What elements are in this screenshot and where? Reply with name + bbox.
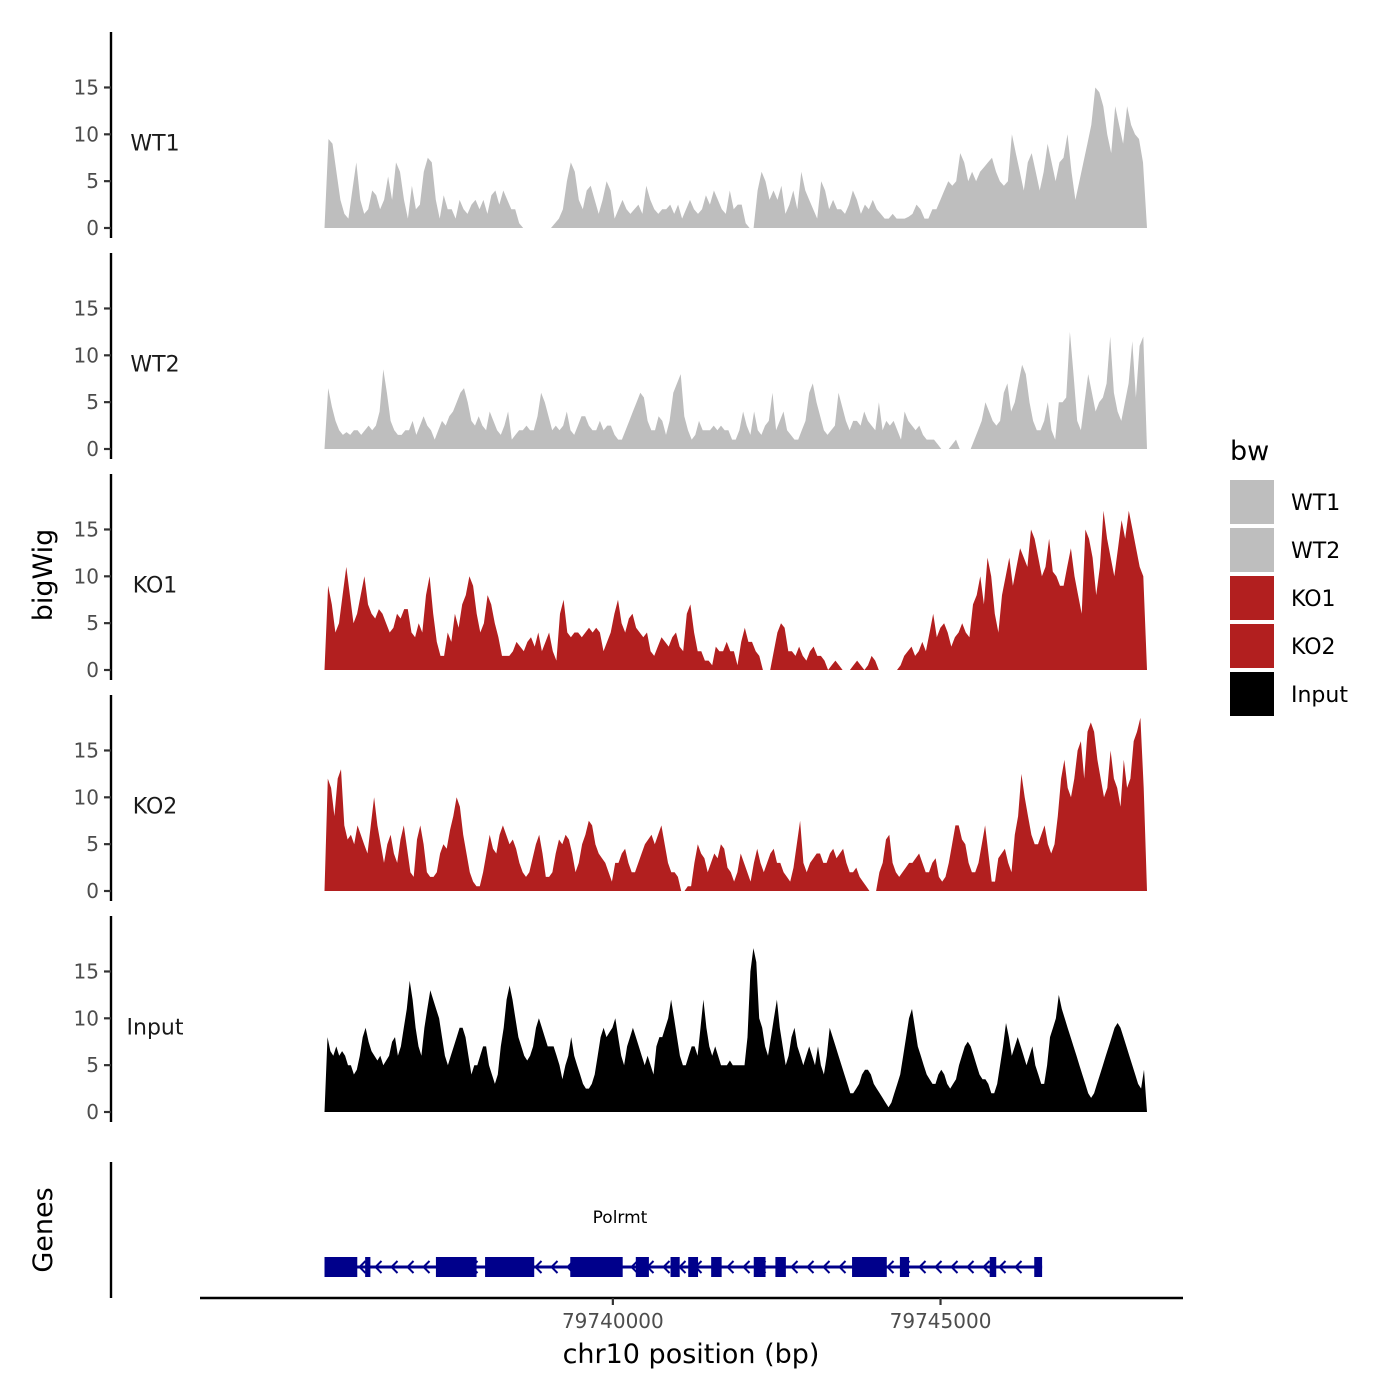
strand-arrow	[966, 1260, 975, 1274]
signal-area-ko1	[324, 510, 1147, 670]
legend: bw WT1 WT2 KO1 KO2 Input	[1230, 436, 1348, 716]
exon	[570, 1257, 623, 1277]
legend-swatch-ko2	[1230, 624, 1274, 668]
strand-arrow	[950, 1260, 959, 1274]
track-wt2: 0 5 10 15 WT2	[74, 253, 1147, 461]
y-tick-label: 10	[74, 343, 99, 367]
track-ko2: 0 5 10 15 KO2	[74, 695, 1147, 903]
legend-label-wt1: WT1	[1291, 491, 1340, 516]
y-tick-label: 0	[86, 658, 99, 682]
y-tick-label: 5	[86, 169, 99, 193]
strand-arrow	[550, 1260, 559, 1274]
genes-panel: Genes Polrmt	[28, 1162, 1043, 1298]
x-tick-label: 79745000	[890, 1309, 992, 1333]
exon	[989, 1257, 997, 1277]
exon	[688, 1257, 699, 1277]
x-axis: 79740000 79745000	[200, 1296, 1183, 1333]
signal-area-ko2	[324, 717, 1147, 891]
y-tick-label: 15	[74, 959, 99, 983]
y-tick-label: 10	[74, 1006, 99, 1030]
legend-title: bw	[1230, 436, 1269, 467]
strand-arrow	[982, 1260, 991, 1274]
y-tick-label: 5	[86, 1053, 99, 1077]
exon	[485, 1257, 535, 1277]
strand-arrow	[406, 1260, 415, 1274]
strand-arrow	[918, 1260, 927, 1274]
exon	[365, 1257, 371, 1277]
strand-arrow	[1014, 1260, 1023, 1274]
legend-swatch-ko1	[1230, 576, 1274, 620]
x-axis-title: chr10 position (bp)	[563, 1339, 820, 1370]
signal-area-input	[324, 948, 1147, 1112]
track-label-input: Input	[127, 1015, 184, 1040]
legend-label-input: Input	[1291, 683, 1348, 708]
y-tick-label: 5	[86, 390, 99, 414]
strand-arrow	[934, 1260, 943, 1274]
strand-arrow	[838, 1260, 847, 1274]
strand-arrow	[374, 1260, 383, 1274]
y-tick-label: 5	[86, 832, 99, 856]
strand-arrow	[998, 1260, 1007, 1274]
track-label-ko2: KO2	[133, 794, 178, 819]
strand-arrow	[822, 1260, 831, 1274]
strand-arrow	[390, 1260, 399, 1274]
strand-arrow	[886, 1260, 895, 1274]
track-wt1: 0 5 10 15 WT1	[74, 32, 1147, 240]
signal-area-wt2	[324, 331, 1147, 449]
gene-name-label: Polrmt	[593, 1208, 648, 1228]
exon	[324, 1257, 358, 1277]
track-label-ko1: KO1	[133, 573, 178, 598]
exon	[852, 1257, 887, 1277]
exon	[899, 1257, 910, 1277]
strand-arrow	[534, 1260, 543, 1274]
exon	[775, 1257, 786, 1277]
exon	[1034, 1257, 1043, 1277]
strand-arrow	[630, 1260, 639, 1274]
x-tick-label: 79740000	[562, 1309, 664, 1333]
y-tick-label: 0	[86, 879, 99, 903]
y-tick-label: 0	[86, 216, 99, 240]
track-ko1: 0 5 10 15 KO1	[74, 474, 1147, 682]
strand-arrow	[662, 1260, 671, 1274]
y-axis-title: bigWig	[28, 529, 59, 622]
exon	[753, 1257, 766, 1277]
exon	[635, 1257, 649, 1277]
y-tick-label: 15	[74, 296, 99, 320]
legend-swatch-input	[1230, 672, 1274, 716]
legend-swatch-wt1	[1230, 480, 1274, 524]
genes-panel-label: Genes	[28, 1187, 59, 1272]
legend-swatch-wt2	[1230, 528, 1274, 572]
exon	[670, 1257, 680, 1277]
track-input: 0 5 10 15 Input	[74, 916, 1147, 1124]
strand-arrow	[742, 1260, 751, 1274]
strand-arrow	[790, 1260, 799, 1274]
gene-model	[324, 1257, 1043, 1277]
strand-arrow	[806, 1260, 815, 1274]
track-label-wt2: WT2	[130, 352, 179, 377]
exon	[435, 1257, 477, 1277]
y-tick-label: 10	[74, 564, 99, 588]
y-tick-label: 15	[74, 75, 99, 99]
track-label-wt1: WT1	[130, 131, 179, 156]
y-tick-label: 15	[74, 738, 99, 762]
exon	[711, 1257, 722, 1277]
y-tick-label: 10	[74, 122, 99, 146]
legend-label-wt2: WT2	[1291, 539, 1340, 564]
strand-arrow	[422, 1260, 431, 1274]
legend-label-ko1: KO1	[1291, 587, 1336, 612]
y-tick-label: 15	[74, 517, 99, 541]
y-tick-label: 0	[86, 437, 99, 461]
signal-area-wt1	[324, 87, 1147, 228]
bigwig-tracks: 0 5 10 15 WT1 0 5 10 15 WT2 0 5 10 15 KO1 0 5 10 15 KO2 0 5 10…	[74, 32, 1147, 1124]
legend-label-ko2: KO2	[1291, 635, 1336, 660]
y-tick-label: 10	[74, 785, 99, 809]
strand-arrow	[358, 1260, 367, 1274]
y-tick-label: 0	[86, 1100, 99, 1124]
strand-arrow	[726, 1260, 735, 1274]
y-tick-label: 5	[86, 611, 99, 635]
